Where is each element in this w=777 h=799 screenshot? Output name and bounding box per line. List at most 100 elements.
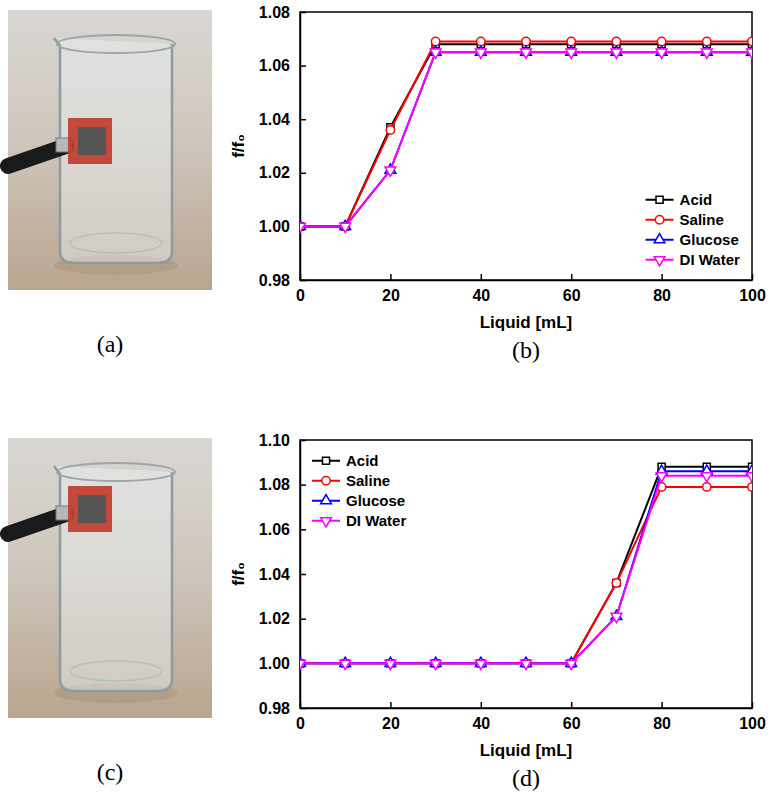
tick-label: 20 bbox=[382, 715, 400, 732]
beaker-rim bbox=[57, 463, 175, 481]
legend-label: Glucose bbox=[346, 492, 405, 509]
tick-label: 40 bbox=[472, 715, 490, 732]
tick-label: 0.98 bbox=[259, 272, 290, 289]
marker bbox=[748, 483, 752, 491]
legend-marker bbox=[654, 257, 665, 266]
marker bbox=[567, 37, 575, 45]
legend: Acid Saline Glucose DI Water bbox=[646, 191, 740, 268]
tick-label: 80 bbox=[653, 715, 671, 732]
x-tick: 60 bbox=[563, 274, 581, 304]
axis-line bbox=[301, 280, 753, 282]
y-tick: 0.98 bbox=[259, 272, 306, 289]
plot-frame bbox=[300, 440, 752, 708]
y-tick: 1.02 bbox=[259, 164, 306, 181]
legend-marker bbox=[654, 234, 665, 243]
tick-label: 1.06 bbox=[259, 57, 290, 74]
tick-label: 1.00 bbox=[259, 218, 290, 235]
series-line bbox=[300, 471, 752, 663]
tick-label: 1.04 bbox=[259, 566, 290, 583]
x-tick: 100 bbox=[739, 274, 766, 304]
series-line bbox=[300, 41, 752, 226]
x-axis-title: Liquid [mL] bbox=[480, 741, 573, 760]
beaker-base bbox=[70, 661, 162, 681]
x-tick: 100 bbox=[739, 702, 766, 732]
y-tick: 1.08 bbox=[259, 4, 306, 21]
tick-label: 80 bbox=[653, 287, 671, 304]
chart: 0204060801000.981.001.021.041.061.081.10… bbox=[229, 432, 766, 791]
x-axis: 0 20 40 60 80 100 bbox=[296, 702, 766, 732]
legend-entry: Saline bbox=[312, 472, 390, 489]
legend-marker bbox=[655, 216, 663, 224]
marker bbox=[340, 660, 351, 669]
legend-entry: Glucose bbox=[646, 231, 739, 248]
tick-label: 1.04 bbox=[259, 111, 290, 128]
legend-label: DI Water bbox=[346, 512, 406, 529]
marker bbox=[656, 49, 667, 58]
tick-mark bbox=[571, 274, 573, 280]
marker bbox=[566, 660, 577, 669]
panel-label: (b) bbox=[512, 337, 540, 363]
tick-mark bbox=[390, 702, 392, 708]
marker bbox=[522, 37, 530, 45]
legend: Acid Saline Glucose DI Water bbox=[312, 452, 406, 529]
chart: 0204060801000.981.001.021.041.061.08Liqu… bbox=[229, 4, 766, 363]
plot-area bbox=[300, 37, 752, 232]
tick-mark bbox=[661, 274, 663, 280]
legend-marker bbox=[321, 495, 332, 504]
marker bbox=[701, 473, 712, 482]
marker bbox=[521, 49, 532, 58]
legend-label: Saline bbox=[346, 472, 390, 489]
beaker bbox=[54, 38, 172, 263]
marker bbox=[430, 49, 441, 58]
legend-entry: Saline bbox=[646, 211, 724, 228]
tick-label: 40 bbox=[472, 287, 490, 304]
tick-mark bbox=[300, 65, 306, 67]
marker bbox=[747, 473, 752, 482]
tick-label: 1.00 bbox=[259, 655, 290, 672]
tick-label: 100 bbox=[739, 287, 766, 304]
marker bbox=[521, 660, 532, 669]
tick-mark bbox=[481, 274, 483, 280]
tick-label: 0 bbox=[296, 715, 305, 732]
marker bbox=[657, 37, 665, 45]
x-tick: 80 bbox=[653, 702, 671, 732]
legend-label: DI Water bbox=[680, 251, 740, 268]
legend-entry: Acid bbox=[646, 191, 713, 208]
tick-mark bbox=[300, 280, 306, 282]
marker bbox=[748, 37, 752, 45]
tick-label: 0.98 bbox=[259, 700, 290, 717]
plot-frame bbox=[300, 12, 752, 280]
tick-label: 100 bbox=[739, 715, 766, 732]
beaker-base bbox=[70, 233, 162, 253]
tick-label: 60 bbox=[563, 715, 581, 732]
tick-label: 20 bbox=[382, 287, 400, 304]
sensor-substrate bbox=[68, 118, 112, 164]
series-line bbox=[300, 487, 752, 663]
tick-mark bbox=[300, 708, 306, 710]
y-tick: 1.00 bbox=[259, 218, 306, 235]
tick-mark bbox=[300, 529, 306, 531]
marker bbox=[475, 49, 486, 58]
tick-mark bbox=[390, 274, 392, 280]
marker bbox=[300, 660, 305, 669]
tick-mark bbox=[571, 702, 573, 708]
sensor-patch bbox=[78, 127, 106, 155]
tick-mark bbox=[300, 618, 306, 620]
legend-label: Glucose bbox=[680, 231, 739, 248]
tick-mark bbox=[661, 702, 663, 708]
legend-entry: DI Water bbox=[312, 512, 406, 529]
y-tick: 1.06 bbox=[259, 521, 306, 538]
marker bbox=[477, 37, 485, 45]
legend-marker bbox=[322, 457, 329, 464]
legend-entry: Acid bbox=[312, 452, 379, 469]
legend-label: Acid bbox=[680, 191, 713, 208]
legend-marker bbox=[656, 196, 663, 203]
tick-label: 1.08 bbox=[259, 476, 290, 493]
panel-label: (c) bbox=[97, 759, 124, 785]
marker bbox=[431, 37, 439, 45]
photo: (a) bbox=[8, 10, 212, 357]
x-tick: 20 bbox=[382, 274, 400, 304]
tick-mark bbox=[300, 484, 306, 486]
y-tick: 1.06 bbox=[259, 57, 306, 74]
sensor-patch bbox=[78, 495, 106, 523]
